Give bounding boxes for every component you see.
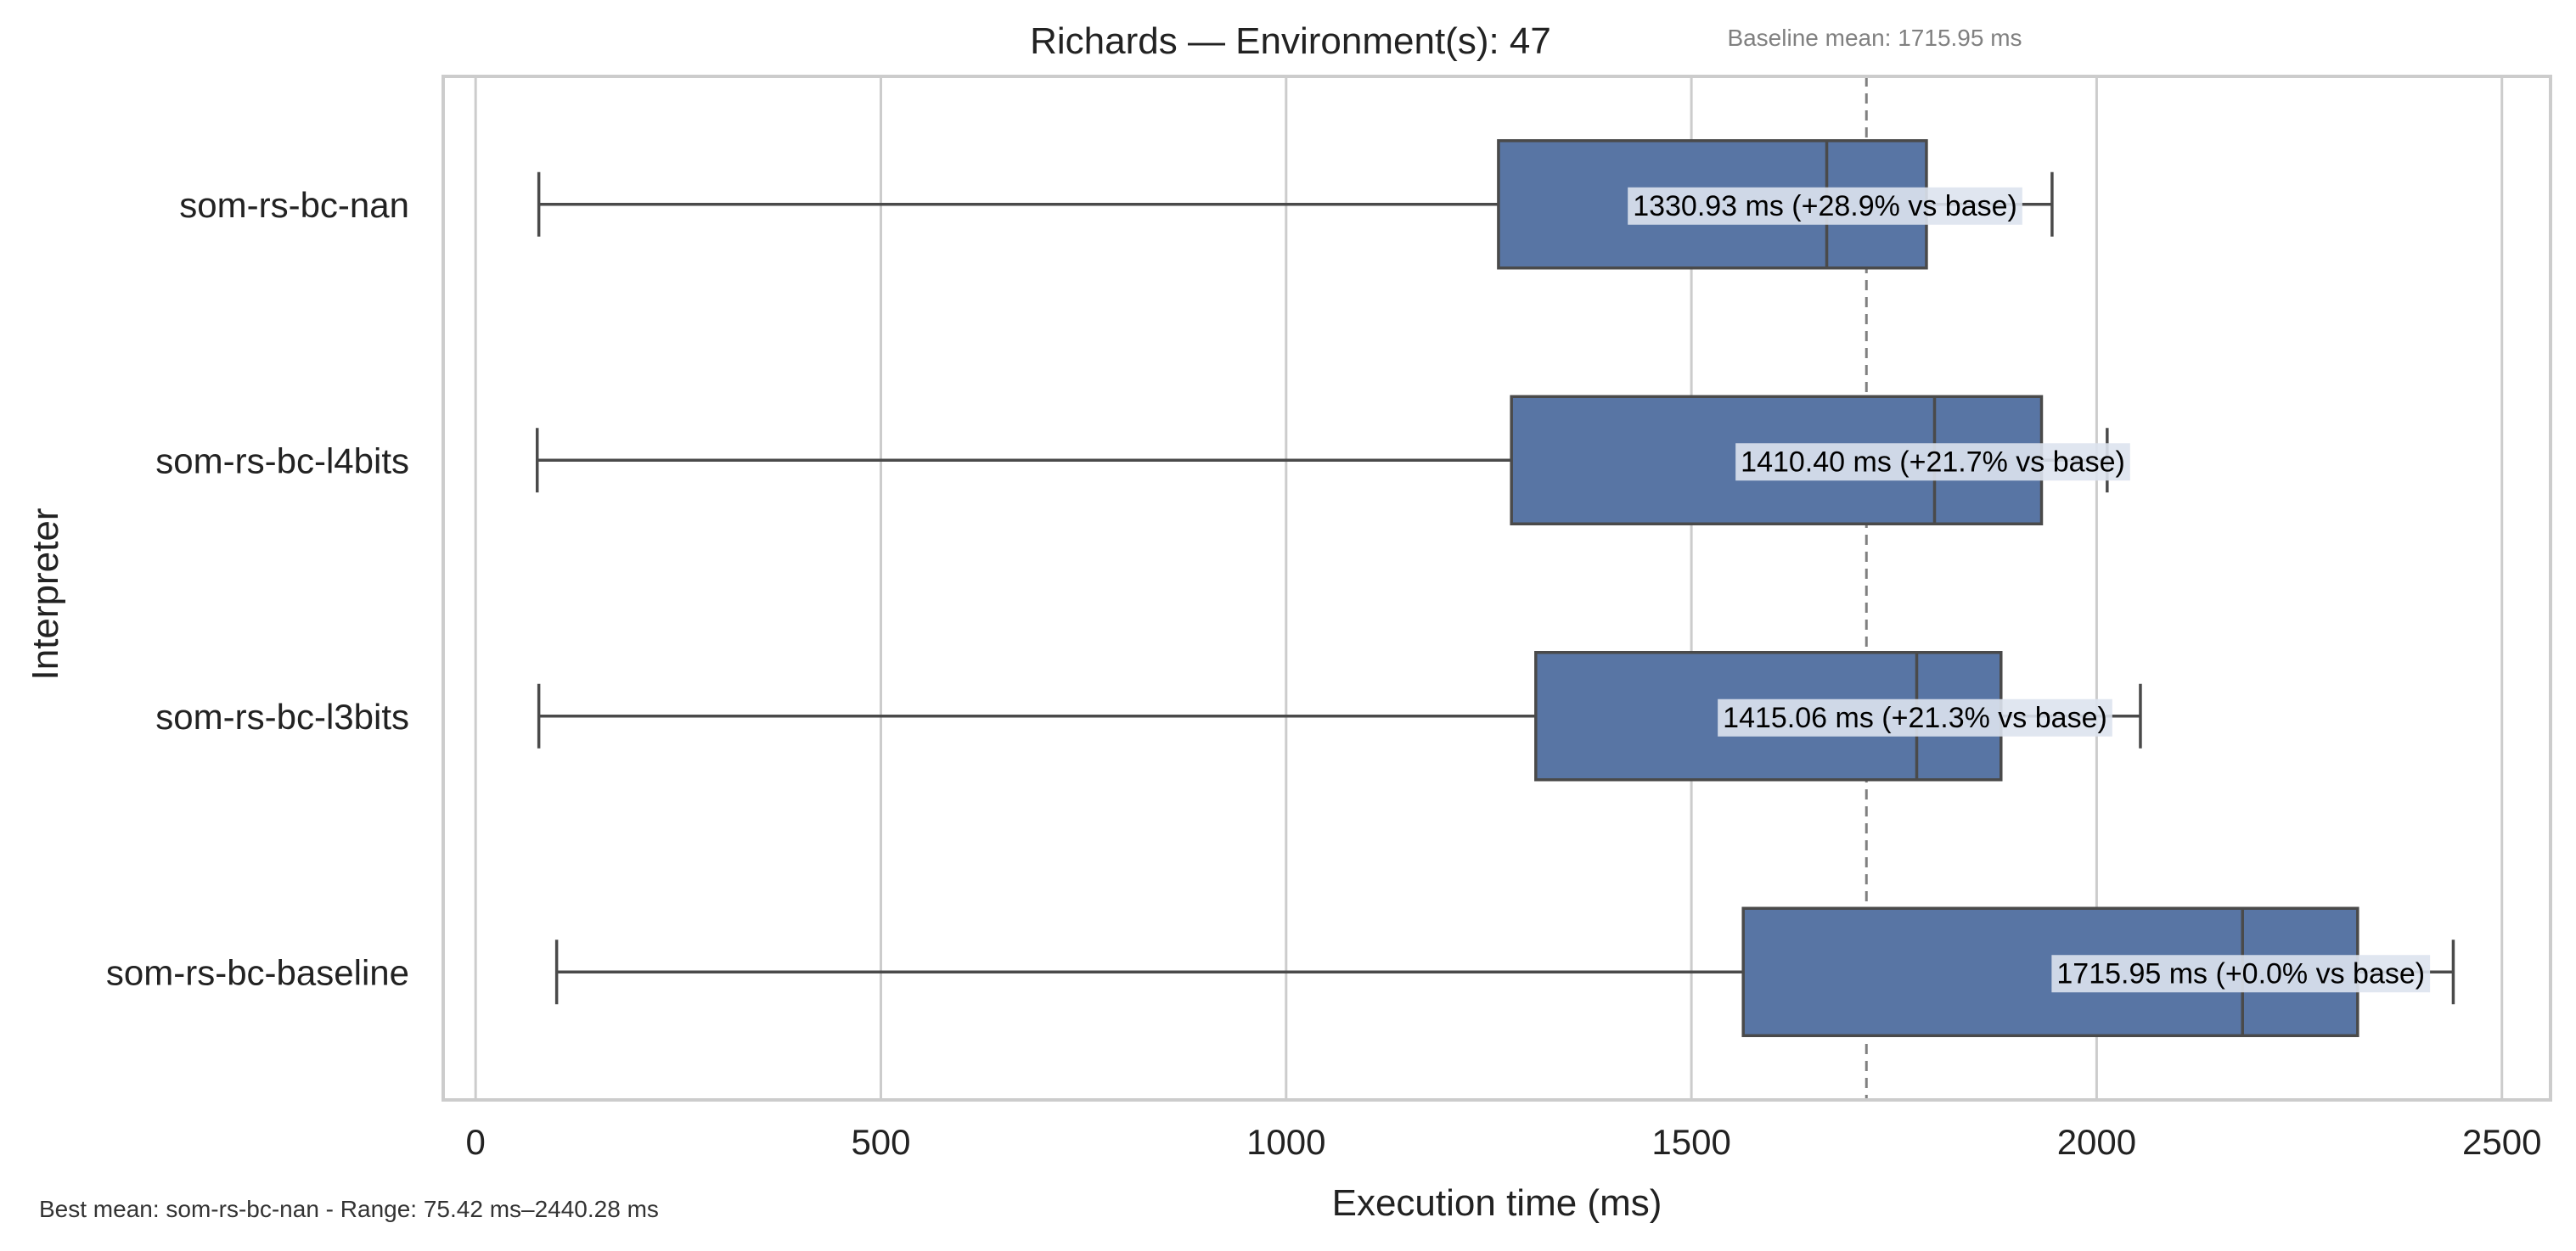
footnote: Best mean: som-rs-bc-nan - Range: 75.42 … bbox=[39, 1196, 659, 1222]
box-som-rs-bc-nan: 1330.93 ms (+28.9% vs base) bbox=[537, 139, 2054, 270]
plot-frame bbox=[442, 75, 2552, 1102]
box-som-rs-bc-baseline: 1715.95 ms (+0.0% vs base) bbox=[554, 906, 2455, 1037]
mean-label: 1415.06 ms (+21.3% vs base) bbox=[1723, 702, 2107, 734]
y-tick-label-1: som-rs-bc-l4bits bbox=[155, 440, 409, 480]
x-tick-label-0: 0 bbox=[466, 1122, 486, 1162]
mean-label-bg bbox=[2051, 955, 2431, 993]
y-axis-label: Interpreter bbox=[25, 508, 66, 681]
box-som-rs-bc-l3bits: 1415.06 ms (+21.3% vs base) bbox=[537, 651, 2142, 782]
y-tick-labels: som-rs-bc-nan som-rs-bc-l4bits som-rs-bc-l… bbox=[106, 185, 409, 993]
chart-title: Richards — Environment(s): 47 bbox=[1030, 20, 1551, 62]
mean-label-bg bbox=[1718, 698, 2112, 737]
mean-label: 1715.95 ms (+0.0% vs base) bbox=[2056, 957, 2425, 990]
x-tick-label-4: 2000 bbox=[2057, 1122, 2136, 1162]
box-series: 1330.93 ms (+28.9% vs base) 1410.40 ms (+… bbox=[535, 139, 2455, 1037]
mean-label-bg bbox=[1735, 443, 2130, 481]
y-tick-label-0: som-rs-bc-nan bbox=[179, 185, 409, 225]
y-tick-label-3: som-rs-bc-baseline bbox=[106, 952, 409, 992]
baseline-label: Baseline mean: 1715.95 ms bbox=[1727, 25, 2022, 51]
x-tick-labels: 0 500 1000 1500 2000 2500 bbox=[466, 1122, 2542, 1162]
x-tick-label-3: 1500 bbox=[1651, 1122, 1730, 1162]
x-tick-label-5: 2500 bbox=[2462, 1122, 2541, 1162]
y-tick-label-2: som-rs-bc-l3bits bbox=[155, 697, 409, 737]
x-tick-label-2: 1000 bbox=[1246, 1122, 1325, 1162]
mean-label: 1330.93 ms (+28.9% vs base) bbox=[1633, 190, 2017, 222]
x-tick-label-1: 500 bbox=[851, 1122, 910, 1162]
mean-label-bg bbox=[1628, 187, 2022, 225]
x-axis-label: Execution time (ms) bbox=[1332, 1182, 1662, 1224]
mean-label: 1410.40 ms (+21.7% vs base) bbox=[1741, 446, 2125, 478]
box-som-rs-bc-l4bits: 1410.40 ms (+21.7% vs base) bbox=[535, 395, 2130, 525]
